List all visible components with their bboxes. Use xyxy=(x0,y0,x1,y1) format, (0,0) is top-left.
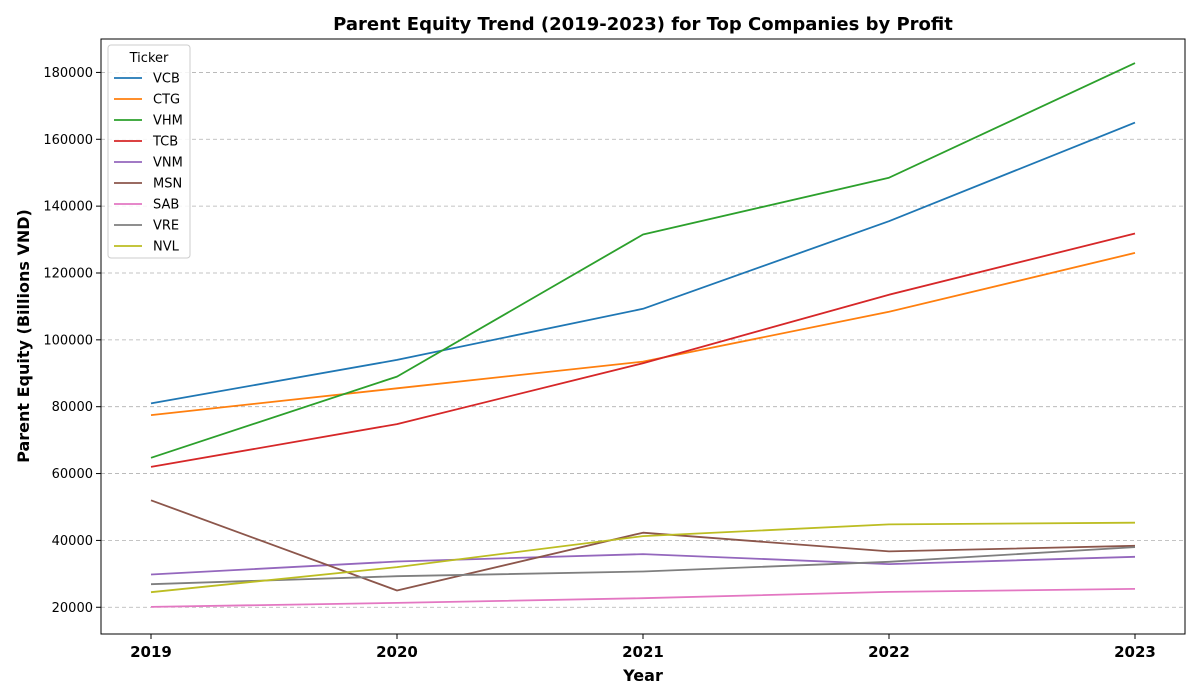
x-tick-label: 2022 xyxy=(868,643,910,661)
legend-label: NVL xyxy=(153,240,180,255)
series-lines xyxy=(150,62,1136,608)
y-tick-label: 140000 xyxy=(43,200,93,215)
series-line-vre xyxy=(150,546,1136,586)
y-tick-label: 60000 xyxy=(52,467,93,482)
x-axis-label: Year xyxy=(622,666,663,685)
series-line-msn xyxy=(150,499,1136,592)
series-line-vcb xyxy=(150,121,1136,405)
y-tick-label: 40000 xyxy=(52,534,93,549)
legend-label: TCB xyxy=(152,135,178,150)
y-tick-label: 180000 xyxy=(43,66,93,81)
x-tick-label: 2020 xyxy=(376,643,418,661)
y-tick-label: 120000 xyxy=(43,266,93,281)
legend-label: VNM xyxy=(153,156,183,171)
gridlines xyxy=(101,72,1185,608)
legend: Ticker VCB CTG VHM TCB VNM MSN SAB VRE NVL xyxy=(107,44,191,259)
series-line-nvl xyxy=(150,521,1136,594)
legend-title: Ticker xyxy=(129,51,169,66)
y-tick-label: 20000 xyxy=(52,601,93,616)
chart-title: Parent Equity Trend (2019-2023) for Top … xyxy=(333,14,953,35)
y-tick-label: 100000 xyxy=(43,333,93,348)
series-line-vhm xyxy=(150,62,1136,459)
y-axis-ticks: 20000 40000 60000 80000 100000 120000 140000 16… xyxy=(43,66,101,616)
y-tick-label: 160000 xyxy=(43,133,93,148)
series-line-ctg xyxy=(150,252,1136,416)
legend-label: CTG xyxy=(153,93,180,108)
y-axis-label: Parent Equity (Billions VND) xyxy=(14,209,33,463)
plot-area-frame xyxy=(100,38,1186,635)
series-line-vnm xyxy=(150,553,1136,576)
legend-label: VRE xyxy=(153,219,179,234)
x-axis-ticks: 2019 2020 2021 2022 2023 xyxy=(130,634,1156,661)
x-tick-label: 2021 xyxy=(622,643,664,661)
series-line-sab xyxy=(150,588,1136,608)
legend-label: MSN xyxy=(153,177,182,192)
y-tick-label: 80000 xyxy=(52,400,93,415)
legend-label: SAB xyxy=(153,198,179,213)
legend-label: VHM xyxy=(153,114,183,129)
x-tick-label: 2019 xyxy=(130,643,172,661)
legend-label: VCB xyxy=(153,72,180,87)
x-tick-label: 2023 xyxy=(1114,643,1156,661)
series-line-tcb xyxy=(150,232,1136,468)
